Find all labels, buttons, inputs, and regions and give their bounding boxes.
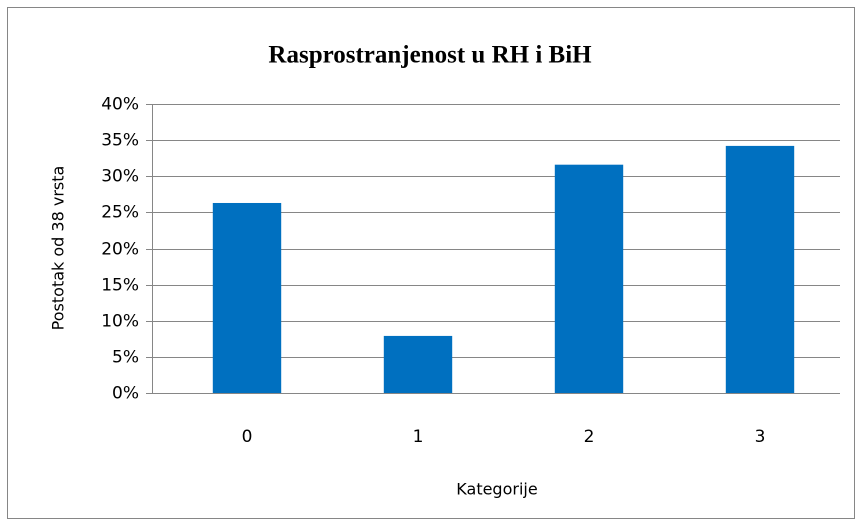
chart-border [7, 7, 855, 519]
x-tick-label: 1 [413, 427, 424, 447]
y-tick-label: 25% [101, 203, 139, 223]
y-tick-label: 35% [101, 131, 139, 151]
bar [212, 202, 282, 393]
y-tick-label: 10% [101, 312, 139, 332]
bar [383, 335, 453, 393]
y-tick-label: 15% [101, 276, 139, 296]
y-tick-label: 0% [112, 384, 139, 404]
chart-title: Rasprostranjenost u RH i BiH [268, 42, 592, 69]
x-tick-label: 2 [584, 427, 595, 447]
x-axis-title: Kategorije [456, 480, 537, 499]
bar [725, 145, 795, 393]
y-tick-label: 20% [101, 240, 139, 260]
y-tick-label: 30% [101, 167, 139, 187]
x-tick-label: 0 [242, 427, 253, 447]
y-tick-label: 40% [101, 95, 139, 115]
x-tick-label: 3 [755, 427, 766, 447]
y-tick-label: 5% [112, 348, 139, 368]
y-axis-title: Postotak od 38 vrsta [49, 166, 68, 331]
bar [554, 164, 624, 393]
